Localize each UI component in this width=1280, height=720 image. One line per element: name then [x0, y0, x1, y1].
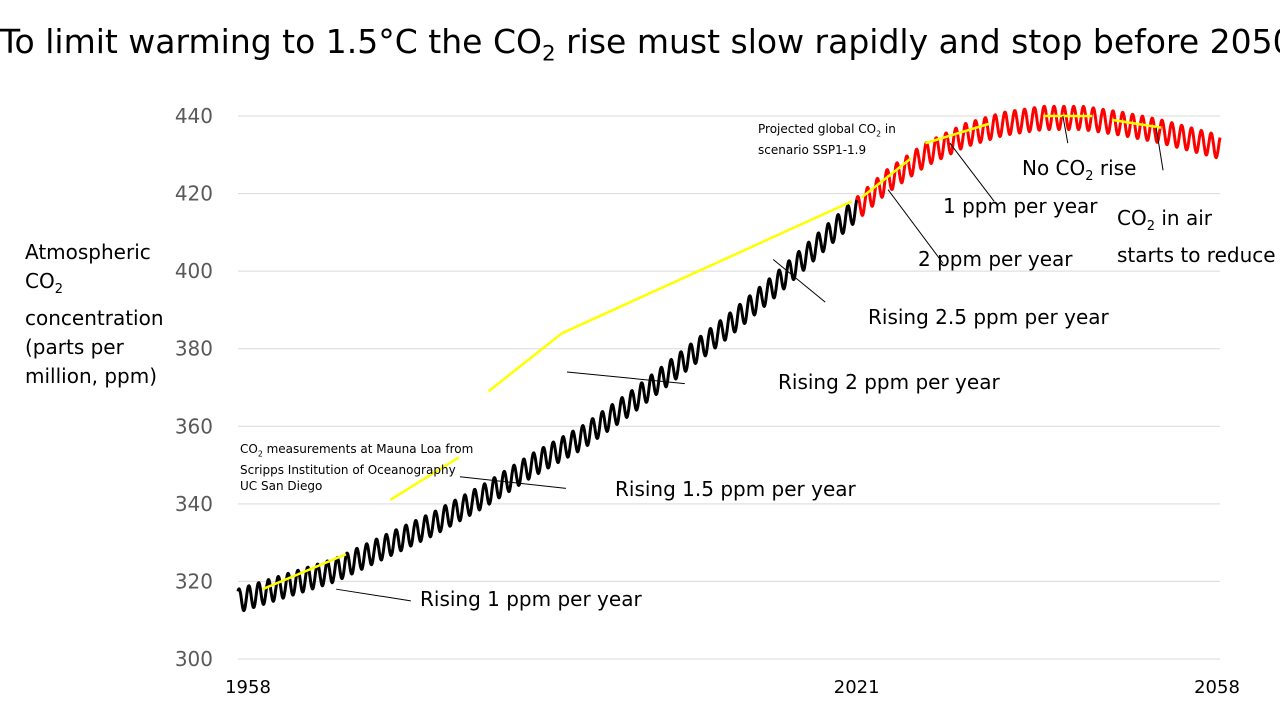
x-tick-label: 1958 — [225, 677, 271, 698]
y-tick-label: 340 — [175, 492, 213, 516]
x-tick-label: 2058 — [1194, 677, 1240, 698]
y-tick-label: 400 — [175, 259, 213, 283]
x-tick-label: 2021 — [834, 677, 880, 698]
annotation-leader-line — [772, 259, 826, 303]
y-tick-label: 300 — [175, 647, 213, 671]
y-tick-label: 420 — [175, 182, 213, 206]
measurements-note: CO2 measurements at Mauna Loa from Scrip… — [240, 442, 474, 494]
y-tick-label: 320 — [175, 569, 213, 593]
annotation-rise-1: Rising 1 ppm per year — [420, 587, 642, 611]
y-axis-label: Atmospheric CO2 concentration (parts per… — [25, 240, 164, 388]
annotation-leader-line — [887, 189, 944, 264]
trend-segment — [262, 553, 347, 591]
annotation-proj-1: 1 ppm per year — [943, 194, 1098, 218]
annotation-leader-line — [566, 371, 685, 385]
projection-note: Projected global CO2 in scenario SSP1-1.… — [758, 122, 896, 158]
annotation-no-rise: No CO2 rise — [1022, 156, 1137, 184]
chart-title: To limit warming to 1.5°C the CO2 rise m… — [0, 22, 1280, 67]
annotation-leader-line — [1155, 127, 1164, 171]
trend-segment — [1111, 118, 1162, 129]
annotation-leader-line — [459, 476, 567, 489]
trend-segment — [925, 122, 990, 145]
annotation-proj-2: 2 ppm per year — [918, 247, 1073, 271]
projected-series-line — [855, 104, 1222, 217]
y-tick-label: 380 — [175, 337, 213, 361]
trend-segment — [389, 456, 460, 502]
annotation-rise-2: Rising 2 ppm per year — [778, 370, 1000, 394]
annotation-rise-2-5: Rising 2.5 ppm per year — [868, 305, 1109, 329]
y-tick-label: 360 — [175, 414, 213, 438]
annotation-reduce: CO2 in air starts to reduce — [1117, 206, 1276, 267]
trend-segment — [487, 332, 563, 393]
annotation-leader-line — [336, 588, 411, 602]
annotation-rise-1-5: Rising 1.5 ppm per year — [615, 477, 856, 501]
measured-series-line — [236, 199, 859, 613]
y-tick-label: 440 — [175, 104, 213, 128]
annotation-leader-line — [1062, 115, 1069, 144]
trend-segment — [561, 200, 853, 335]
trend-segment — [860, 157, 912, 199]
annotation-leader-line — [949, 142, 995, 202]
